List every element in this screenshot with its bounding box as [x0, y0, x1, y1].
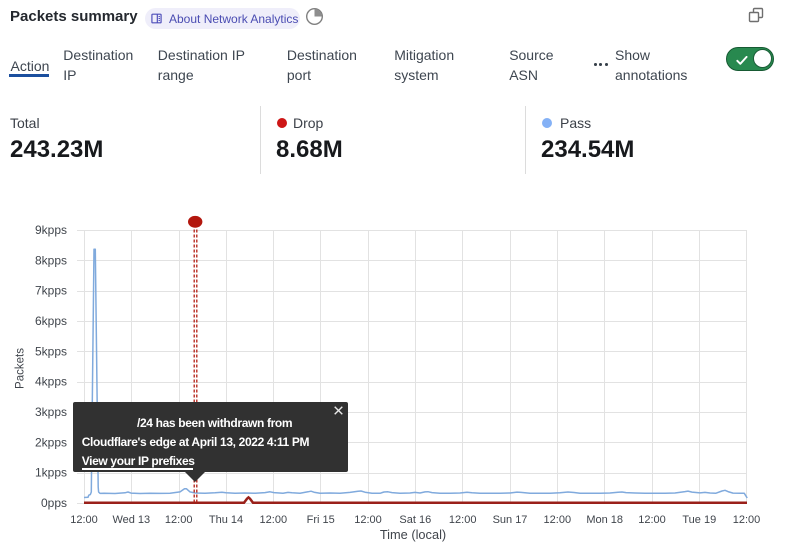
- svg-text:12:00: 12:00: [638, 514, 666, 526]
- svg-text:12:00: 12:00: [165, 514, 193, 526]
- svg-text:12:00: 12:00: [260, 514, 288, 526]
- svg-text:Sat 16: Sat 16: [399, 514, 431, 526]
- svg-text:3kpps: 3kpps: [35, 405, 67, 419]
- svg-text:Wed 13: Wed 13: [112, 514, 150, 526]
- svg-text:8kpps: 8kpps: [35, 253, 67, 267]
- svg-text:1kpps: 1kpps: [35, 466, 67, 480]
- svg-text:2kpps: 2kpps: [35, 435, 67, 449]
- svg-text:Thu 14: Thu 14: [209, 514, 243, 526]
- svg-text:12:00: 12:00: [544, 514, 572, 526]
- svg-text:12:00: 12:00: [449, 514, 477, 526]
- svg-text:9kpps: 9kpps: [35, 223, 67, 237]
- svg-text:Tue 19: Tue 19: [682, 514, 716, 526]
- svg-text:0pps: 0pps: [41, 496, 67, 510]
- svg-text:Time (local): Time (local): [380, 527, 446, 542]
- svg-text:7kpps: 7kpps: [35, 284, 67, 298]
- svg-text:Sun 17: Sun 17: [493, 514, 528, 526]
- svg-text:12:00: 12:00: [70, 514, 98, 526]
- svg-text:Packets: Packets: [15, 348, 27, 389]
- svg-text:12:00: 12:00: [354, 514, 382, 526]
- svg-text:4kpps: 4kpps: [35, 375, 67, 389]
- svg-text:Mon 18: Mon 18: [586, 514, 623, 526]
- svg-text:Fri 15: Fri 15: [307, 514, 335, 526]
- svg-text:6kpps: 6kpps: [35, 314, 67, 328]
- svg-text:5kpps: 5kpps: [35, 344, 67, 358]
- svg-text:12:00: 12:00: [733, 514, 761, 526]
